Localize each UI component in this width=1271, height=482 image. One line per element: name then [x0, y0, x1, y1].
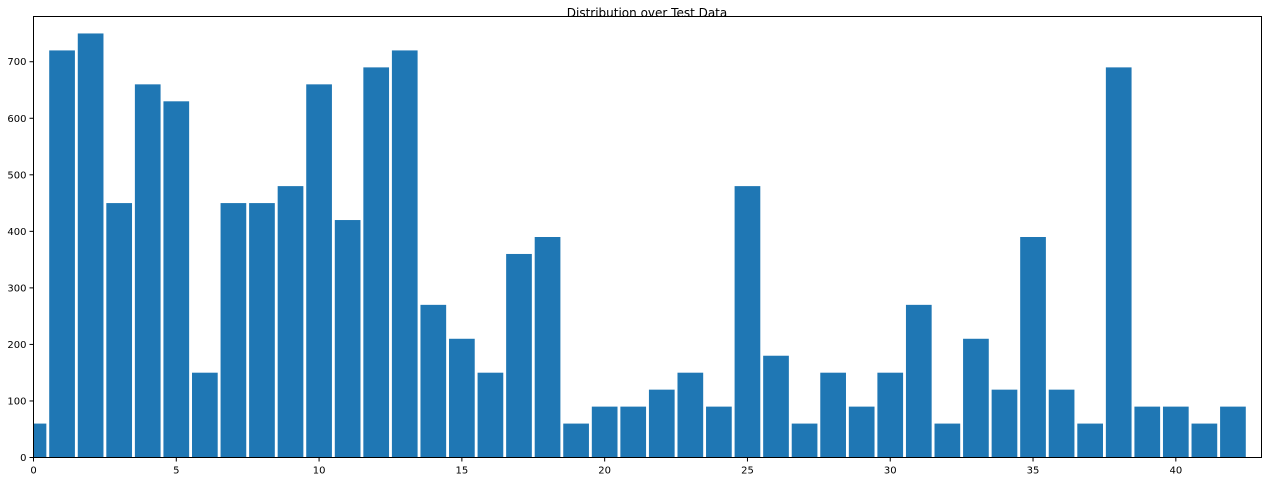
y-tick-label: 600 [7, 114, 26, 125]
bar-1 [49, 50, 75, 458]
y-tick-label: 700 [7, 57, 26, 68]
axes-frame [33, 16, 1262, 458]
x-tick-label: 5 [173, 466, 179, 477]
y-tick-label: 100 [7, 396, 26, 407]
bar-5 [163, 101, 190, 458]
x-tick-label: 30 [884, 466, 897, 477]
x-tick-label: 20 [598, 466, 611, 477]
bar-40 [1162, 406, 1189, 458]
y-axis: 0 100 200 300 400 500 600 700 [7, 57, 34, 464]
bar-6 [192, 372, 218, 458]
bar-13 [391, 50, 418, 458]
bar-14 [420, 304, 447, 458]
y-tick-label: 300 [7, 283, 26, 294]
bar-37 [1077, 423, 1103, 458]
bar-38 [1105, 67, 1132, 458]
y-tick-label: 400 [7, 227, 26, 238]
bar-33 [963, 338, 989, 458]
bar-39 [1134, 406, 1161, 458]
bar-22 [648, 389, 675, 458]
bar-17 [506, 253, 532, 458]
y-tick-label: 200 [7, 340, 26, 351]
bar-25 [734, 186, 761, 458]
bar-3 [106, 203, 133, 458]
bar-2 [77, 33, 104, 458]
bars-group [33, 33, 1246, 458]
x-tick-label: 35 [1027, 466, 1040, 477]
x-tick-label: 10 [313, 466, 326, 477]
x-tick-label: 15 [456, 466, 469, 477]
bar-10 [306, 84, 332, 458]
bar-12 [363, 67, 390, 458]
bar-27 [791, 423, 818, 458]
bar-0 [33, 423, 47, 458]
bar-30 [877, 372, 904, 458]
bar-28 [820, 372, 846, 458]
y-tick-label: 500 [7, 170, 26, 181]
bar-29 [848, 406, 875, 458]
bar-42 [1220, 406, 1246, 458]
bar-20 [591, 406, 618, 458]
bar-34 [991, 389, 1018, 458]
bar-18 [534, 237, 561, 458]
bar-21 [620, 406, 647, 458]
x-tick-label: 0 [30, 466, 36, 477]
bar-31 [905, 304, 932, 458]
bar-16 [477, 372, 504, 458]
bar-35 [1020, 237, 1046, 458]
bar-7 [220, 203, 247, 458]
bar-41 [1191, 423, 1218, 458]
bar-19 [563, 423, 589, 458]
bar-11 [334, 220, 361, 458]
bar-26 [763, 355, 789, 458]
x-tick-label: 25 [741, 466, 754, 477]
bar-23 [677, 372, 704, 458]
bar-4 [134, 84, 161, 458]
bar-24 [706, 406, 732, 458]
bar-9 [277, 186, 304, 458]
bar-15 [449, 338, 475, 458]
y-tick-label: 0 [20, 453, 26, 464]
bar-36 [1048, 389, 1075, 458]
chart-title: Distribution over Test Data [567, 6, 728, 20]
x-axis: 0 5 10 15 20 25 30 35 40 [30, 457, 1182, 477]
x-tick-label: 40 [1169, 466, 1182, 477]
bar-32 [934, 423, 961, 458]
bar-8 [249, 203, 275, 458]
